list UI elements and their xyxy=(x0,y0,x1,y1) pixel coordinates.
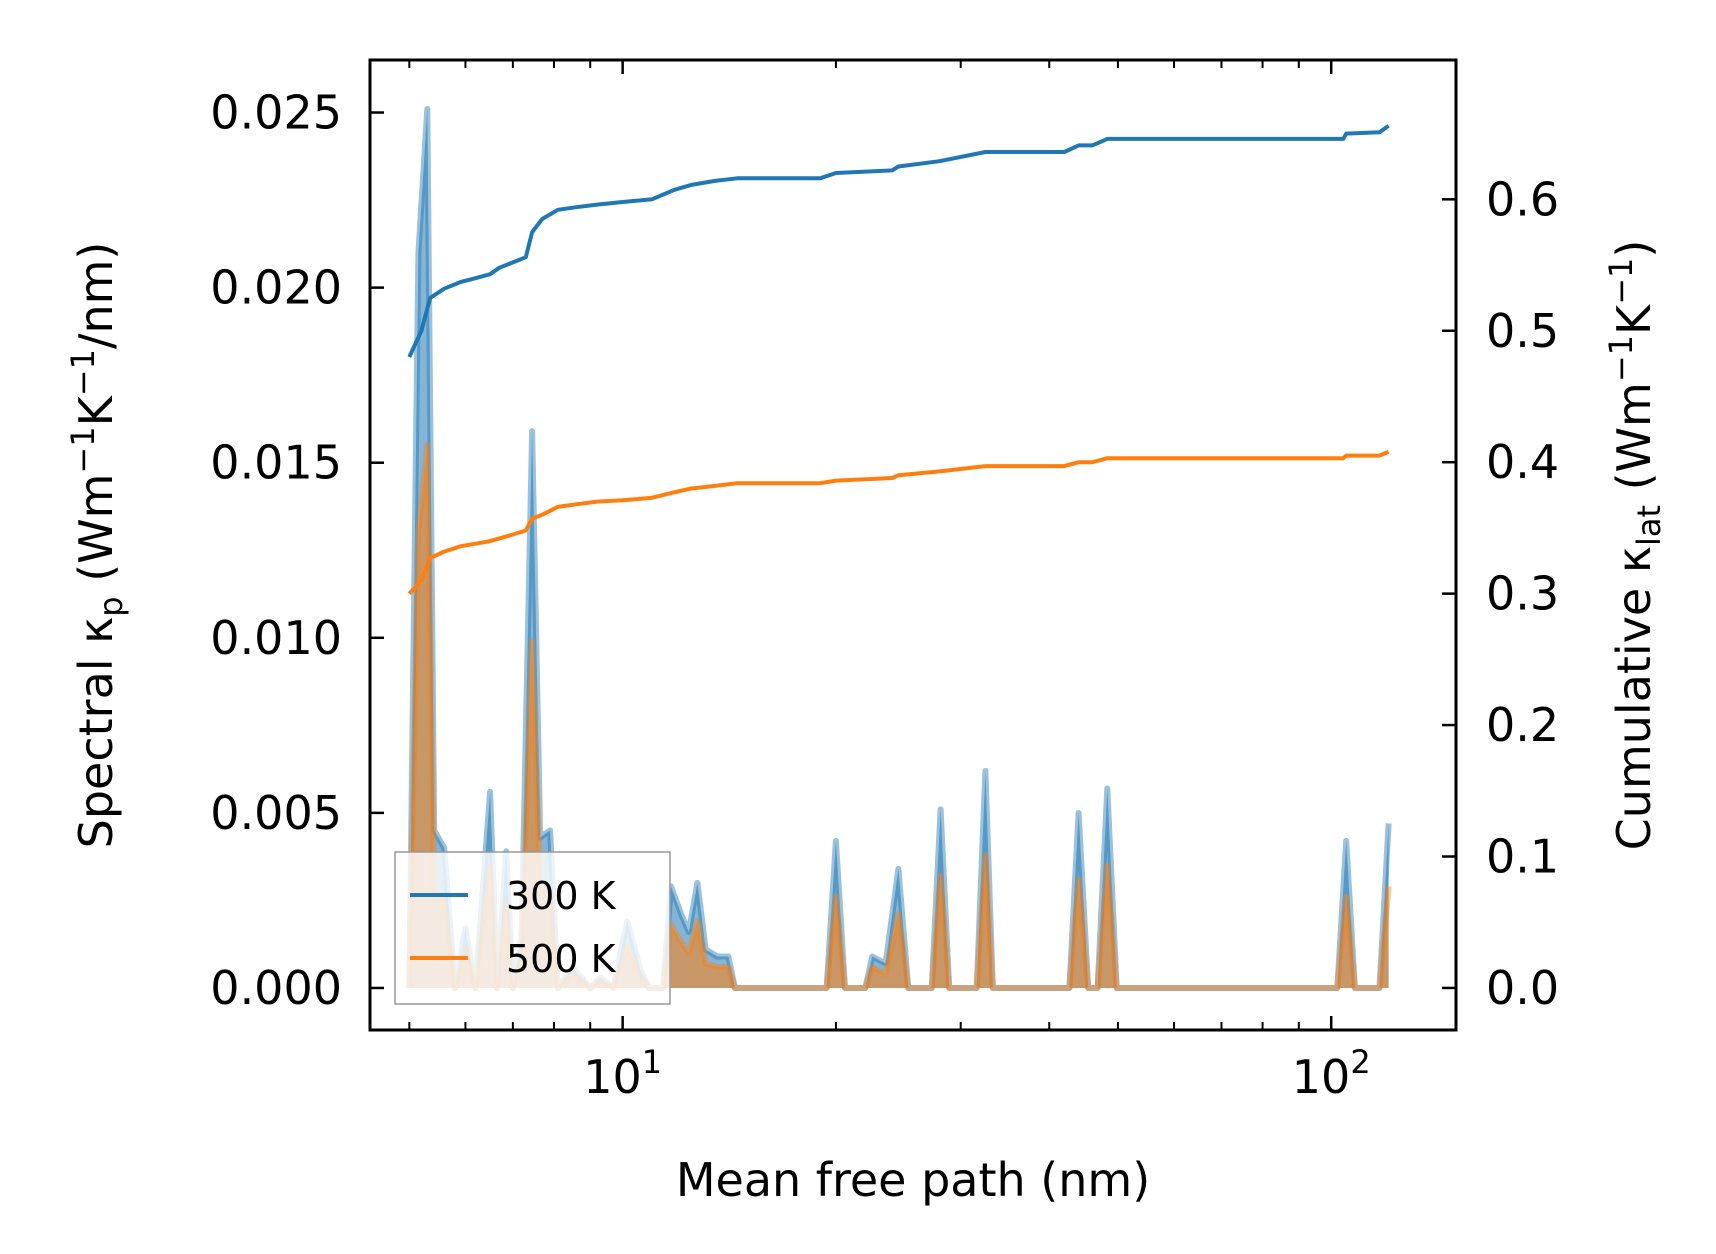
legend-box xyxy=(394,851,671,1005)
y-right-tick-label: 0.6 xyxy=(1486,172,1559,226)
legend: 300 K 500 K xyxy=(394,851,671,1005)
y-right-tick-label: 0.4 xyxy=(1486,435,1559,489)
x-axis-label: Mean free path (nm) xyxy=(676,1153,1150,1207)
y-left-tick-label: 0.010 xyxy=(210,611,342,665)
cumulative-line-300k xyxy=(407,124,1390,358)
y-left-axis-label: Spectral κp (Wm−1K−1/nm) xyxy=(64,242,130,849)
y-left-tick-label: 0.020 xyxy=(210,261,342,315)
y-left-tick-label: 0.005 xyxy=(210,786,342,840)
cumulative-line-500k xyxy=(407,449,1390,595)
y-right-tick-label: 0.1 xyxy=(1486,830,1559,884)
y-left-tick-label: 0.015 xyxy=(210,436,342,490)
y-right-tick-label: 0.0 xyxy=(1486,961,1559,1015)
plot-frame xyxy=(368,58,1458,1032)
y-left-tick-label: 0.000 xyxy=(210,961,342,1015)
y-left-tick-label: 0.025 xyxy=(210,86,342,140)
y-right-tick-label: 0.2 xyxy=(1486,698,1559,752)
y-right-tick-label: 0.3 xyxy=(1486,567,1559,621)
x-tick-label: 102 xyxy=(1292,1043,1371,1104)
x-tick-label: 101 xyxy=(583,1043,662,1104)
legend-label-500k: 500 K xyxy=(506,937,617,981)
data-lines xyxy=(407,124,1390,595)
y-right-axis-label: Cumulative κlat (Wm−1K−1) xyxy=(1602,240,1668,851)
legend-label-300k: 300 K xyxy=(506,874,617,918)
y-right-tick-label: 0.5 xyxy=(1486,304,1559,358)
axis-ticks: 101 102 0.000 0.005 0.010 0.015 0.020 0.025 0.0 0… xyxy=(210,60,1559,1104)
